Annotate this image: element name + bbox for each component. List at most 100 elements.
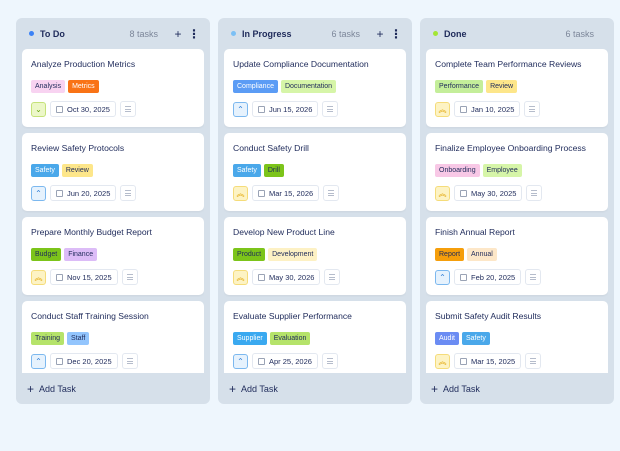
task-card[interactable]: Develop New Product Line Product Developme… <box>224 217 406 295</box>
due-date[interactable]: May 30, 2026 <box>252 269 321 285</box>
priority-high-button[interactable]: ︽ <box>31 269 46 285</box>
task-card[interactable]: Update Compliance Documentation Complianc… <box>224 49 406 127</box>
tag-list: Performance Review <box>435 80 600 93</box>
due-date[interactable]: Jan 10, 2025 <box>454 101 521 117</box>
task-card[interactable]: Finalize Employee Onboarding Process Onbo… <box>426 133 608 211</box>
due-date[interactable]: Oct 30, 2025 <box>50 101 116 117</box>
tag: Drill <box>263 164 284 177</box>
task-title: Evaluate Supplier Performance <box>233 311 352 321</box>
tag: Employee <box>482 164 522 177</box>
add-task-button[interactable]: + Add Task <box>218 373 412 404</box>
due-date[interactable]: May 30, 2025 <box>454 185 523 201</box>
card-list[interactable]: Update Compliance Documentation Complianc… <box>224 49 406 373</box>
task-meta: ︽ Mar 15, 2025 <box>435 353 600 369</box>
notes-icon[interactable] <box>524 101 541 117</box>
task-card[interactable]: Conduct Safety Drill Safety Drill ︽ Mar 15, … <box>224 133 406 211</box>
due-date[interactable]: Apr 25, 2026 <box>252 353 318 369</box>
priority-medium-button[interactable]: ⌃ <box>31 353 46 369</box>
priority-high-button[interactable]: ︽ <box>435 101 450 117</box>
due-date[interactable]: Mar 15, 2025 <box>454 353 522 369</box>
add-task-button[interactable]: + Add Task <box>16 373 210 404</box>
card-list[interactable]: Analyze Production Metrics Analysis Metric… <box>22 49 204 373</box>
priority-medium-button[interactable]: ⌃ <box>435 269 450 285</box>
column-in-progress: In Progress 6 tasks + ⋮ Update Compliance Do… <box>218 18 412 404</box>
due-date[interactable]: Jun 15, 2026 <box>252 101 319 117</box>
task-card[interactable]: Complete Team Performance Reviews Perform… <box>426 49 608 127</box>
calendar-icon <box>258 357 265 365</box>
task-card[interactable]: Conduct Staff Training Session Training St… <box>22 301 204 373</box>
notes-icon[interactable] <box>121 353 138 369</box>
double-chevron-up-icon: ︽ <box>34 272 43 282</box>
tag: Annual <box>467 248 497 261</box>
notes-icon[interactable] <box>526 185 543 201</box>
priority-high-button[interactable]: ︽ <box>435 185 450 201</box>
task-meta: ⌃ Jun 15, 2026 <box>233 101 398 117</box>
tag: Supplier <box>233 332 267 345</box>
task-card[interactable]: Review Safety Protocols Safety Review ⌃ Jun … <box>22 133 204 211</box>
task-card[interactable]: Submit Safety Audit Results Audit Safety ︽ M… <box>426 301 608 373</box>
due-date-text: Apr 25, 2026 <box>269 356 312 366</box>
due-date[interactable]: Mar 15, 2026 <box>252 185 320 201</box>
due-date-text: Jun 15, 2026 <box>269 104 313 114</box>
task-count: 6 tasks <box>565 28 594 39</box>
more-options-icon[interactable]: ⋮ <box>390 26 402 41</box>
task-title: Prepare Monthly Budget Report <box>31 227 152 237</box>
task-count: 8 tasks <box>129 28 158 39</box>
tag-list: Budget Finance <box>31 248 196 261</box>
priority-medium-button[interactable]: ⌃ <box>233 353 248 369</box>
due-date[interactable]: Nov 15, 2025 <box>50 269 118 285</box>
task-meta: ︽ Jan 10, 2025 <box>435 101 600 117</box>
add-icon[interactable]: + <box>174 26 182 41</box>
add-task-button[interactable]: + Add Task <box>420 373 614 404</box>
tag: Review <box>486 80 518 93</box>
due-date[interactable]: Jun 20, 2025 <box>50 185 117 201</box>
tag-list: Compliance Documentation <box>233 80 398 93</box>
tag: Staff <box>67 332 90 345</box>
notes-icon[interactable] <box>119 101 136 117</box>
add-icon[interactable]: + <box>376 26 384 41</box>
more-options-icon[interactable]: ⋮ <box>188 26 200 41</box>
tag: Budget <box>31 248 62 261</box>
priority-medium-button[interactable]: ⌃ <box>31 185 46 201</box>
due-date-text: Jun 20, 2025 <box>67 188 111 198</box>
tag-list: Analysis Metrics <box>31 80 196 93</box>
priority-low-button[interactable]: ⌄ <box>31 101 46 117</box>
task-title: Finish Annual Report <box>435 227 515 237</box>
notes-icon[interactable] <box>324 269 341 285</box>
notes-icon[interactable] <box>525 269 542 285</box>
task-card[interactable]: Prepare Monthly Budget Report Budget Finan… <box>22 217 204 295</box>
tag: Onboarding <box>435 164 480 177</box>
tag: Safety <box>31 164 59 177</box>
due-date-text: Dec 20, 2025 <box>67 356 112 366</box>
priority-high-button[interactable]: ︽ <box>435 353 450 369</box>
double-chevron-up-icon: ︽ <box>438 104 447 114</box>
notes-icon[interactable] <box>321 353 338 369</box>
task-card[interactable]: Evaluate Supplier Performance Supplier Eva… <box>224 301 406 373</box>
calendar-icon <box>258 105 265 113</box>
task-card[interactable]: Finish Annual Report Report Annual ⌃ Feb 20,… <box>426 217 608 295</box>
double-chevron-up-icon: ︽ <box>438 188 447 198</box>
notes-icon[interactable] <box>322 101 339 117</box>
priority-medium-button[interactable]: ⌃ <box>233 101 248 117</box>
due-date-text: Oct 30, 2025 <box>67 104 110 114</box>
priority-high-button[interactable]: ︽ <box>233 185 248 201</box>
chevron-up-icon: ⌃ <box>237 356 244 366</box>
task-title: Finalize Employee Onboarding Process <box>435 143 586 153</box>
calendar-icon <box>56 105 63 113</box>
due-date[interactable]: Feb 20, 2025 <box>454 269 522 285</box>
notes-icon[interactable] <box>120 185 137 201</box>
task-title: Submit Safety Audit Results <box>435 311 542 321</box>
notes-icon[interactable] <box>323 185 340 201</box>
chevron-up-icon: ⌃ <box>35 188 42 198</box>
card-list[interactable]: Complete Team Performance Reviews Perform… <box>426 49 608 373</box>
double-chevron-up-icon: ︽ <box>236 272 245 282</box>
notes-icon[interactable] <box>121 269 138 285</box>
tag-list: Safety Review <box>31 164 196 177</box>
priority-high-button[interactable]: ︽ <box>233 269 248 285</box>
calendar-icon <box>258 189 265 197</box>
task-card[interactable]: Analyze Production Metrics Analysis Metric… <box>22 49 204 127</box>
notes-icon[interactable] <box>525 353 542 369</box>
tag: Safety <box>461 332 490 345</box>
due-date-text: May 30, 2025 <box>471 188 517 198</box>
due-date[interactable]: Dec 20, 2025 <box>50 353 118 369</box>
